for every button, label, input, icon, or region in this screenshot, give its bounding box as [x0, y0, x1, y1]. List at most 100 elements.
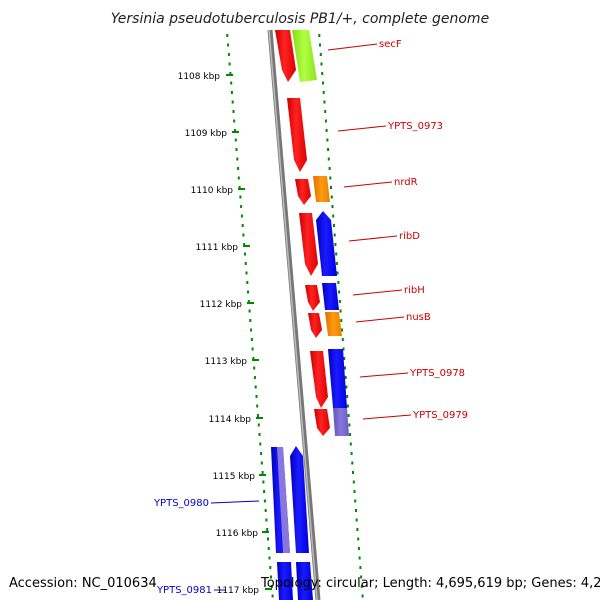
tick-label: 1117 kbp: [217, 586, 260, 596]
guide-dot: [227, 43, 230, 47]
gene-bar-ypts-0981[interactable]: [277, 562, 293, 600]
guide-dot: [244, 262, 247, 265]
gene-label-secf[interactable]: secF: [379, 39, 402, 50]
guide-dot: [230, 91, 233, 94]
feature-bar-blue-ribh[interactable]: [322, 283, 339, 310]
guide-dot: [261, 471, 264, 474]
guide-dot: [335, 252, 338, 256]
guide-dot: [340, 319, 343, 322]
gene-arrow-ypts-0978[interactable]: [310, 351, 328, 408]
tick-label: 1108 kbp: [178, 72, 221, 82]
gene-labels: secF YPTS_0973 nrdR ribD ribH nusB YPTS_…: [153, 39, 468, 596]
feature-bar-purple-ypts-0979[interactable]: [333, 408, 349, 436]
guide-dot: [232, 110, 235, 113]
gene-arrow-ypts-0973[interactable]: [287, 98, 307, 172]
guide-dot: [348, 423, 351, 427]
gene-arrow-ribd[interactable]: [299, 213, 318, 276]
guide-dot: [319, 43, 321, 47]
guide-dot: [259, 442, 262, 446]
guide-dot: [344, 376, 347, 379]
gene-features: [271, 30, 349, 600]
guide-dot: [256, 404, 259, 408]
guide-dot: [324, 110, 327, 113]
guide-dot: [255, 395, 258, 398]
gene-arrow-secf[interactable]: [275, 30, 296, 82]
feature-bar-blue-ypts-0978[interactable]: [328, 349, 347, 408]
guide-dot: [260, 461, 263, 465]
guide-dot: [358, 556, 361, 560]
gene-arrow-nrdr[interactable]: [295, 179, 311, 205]
gene-label-ypts-0973[interactable]: YPTS_0973: [387, 121, 443, 132]
gene-label-ribd[interactable]: ribD: [399, 231, 420, 242]
guide-dot: [248, 309, 251, 313]
dotted-guide-rings: [226, 34, 364, 598]
feature-bar-green[interactable]: [292, 30, 317, 82]
gene-arrow-ribh[interactable]: [305, 285, 320, 311]
feature-arrow-blue-ribd[interactable]: [316, 211, 337, 276]
guide-dot: [360, 575, 363, 579]
guide-dot: [357, 547, 360, 550]
guide-dot: [245, 271, 248, 275]
guide-dot: [240, 214, 243, 218]
tick-label: 1116 kbp: [216, 529, 259, 539]
feature-bar-orange-nusb[interactable]: [325, 312, 342, 336]
guide-dot: [321, 72, 324, 75]
guide-dot: [357, 537, 360, 541]
guide-dot: [236, 157, 239, 161]
guide-dot: [237, 176, 240, 180]
gene-label-ypts-0979[interactable]: YPTS_0979: [412, 410, 468, 421]
guide-dot: [352, 471, 354, 474]
gene-label-ribh[interactable]: ribH: [404, 285, 425, 296]
gene-label-ypts-0981[interactable]: YPTS_0981: [156, 585, 212, 596]
guide-dot: [350, 452, 353, 455]
guide-dot: [249, 319, 252, 322]
guide-dot: [349, 433, 352, 436]
gene-label-nusb[interactable]: nusB: [406, 312, 431, 323]
feature-stripe-purple[interactable]: [277, 447, 290, 553]
guide-dot: [346, 395, 349, 398]
guide-dot: [234, 129, 236, 132]
feature-bar-orange-nrdr[interactable]: [313, 176, 330, 202]
guide-dot: [234, 138, 237, 142]
guide-dot: [247, 300, 250, 303]
guide-dot: [252, 357, 255, 360]
guide-dot: [250, 328, 253, 332]
tick-label: 1110 kbp: [191, 186, 234, 196]
guide-dot: [324, 119, 327, 123]
coordinate-ticks: 1108 kbp 1109 kbp 1110 kbp 1111 kbp 1112…: [178, 72, 272, 596]
guide-dot: [342, 347, 345, 351]
guide-dot: [331, 205, 334, 208]
guide-dot: [333, 233, 336, 237]
guide-dot: [327, 157, 330, 161]
guide-dot: [335, 262, 338, 265]
guide-dot: [354, 499, 357, 503]
guide-dot: [318, 34, 321, 37]
guide-dot: [328, 167, 331, 170]
guide-dot: [351, 461, 354, 465]
gene-label-nrdr[interactable]: nrdR: [394, 177, 418, 188]
guide-dot: [251, 347, 254, 351]
gene-label-ypts-0978[interactable]: YPTS_0978: [409, 368, 465, 379]
feature-arrow-blue-ypts-0980[interactable]: [290, 446, 309, 553]
genome-backbone: [267, 29, 321, 600]
guide-dot: [345, 385, 348, 389]
tick-label: 1115 kbp: [213, 472, 256, 482]
guide-dot: [360, 585, 363, 588]
guide-dot: [341, 328, 343, 332]
guide-dot: [250, 338, 253, 341]
feature-bar-blue-ypts-0981[interactable]: [296, 562, 313, 600]
guide-dot: [229, 72, 232, 75]
tick-label: 1111 kbp: [196, 243, 239, 253]
guide-dot: [246, 281, 249, 284]
guide-dot: [268, 556, 271, 560]
gene-label-ypts-0980[interactable]: YPTS_0980: [153, 498, 209, 509]
guide-dot: [265, 518, 268, 522]
guide-dot: [319, 53, 322, 56]
guide-dot: [235, 148, 238, 151]
gene-arrow-nusb[interactable]: [308, 313, 322, 338]
guide-dot: [338, 300, 341, 303]
guide-dot: [257, 423, 260, 427]
guide-dot: [337, 281, 340, 284]
gene-arrow-ypts-0979[interactable]: [314, 409, 330, 436]
